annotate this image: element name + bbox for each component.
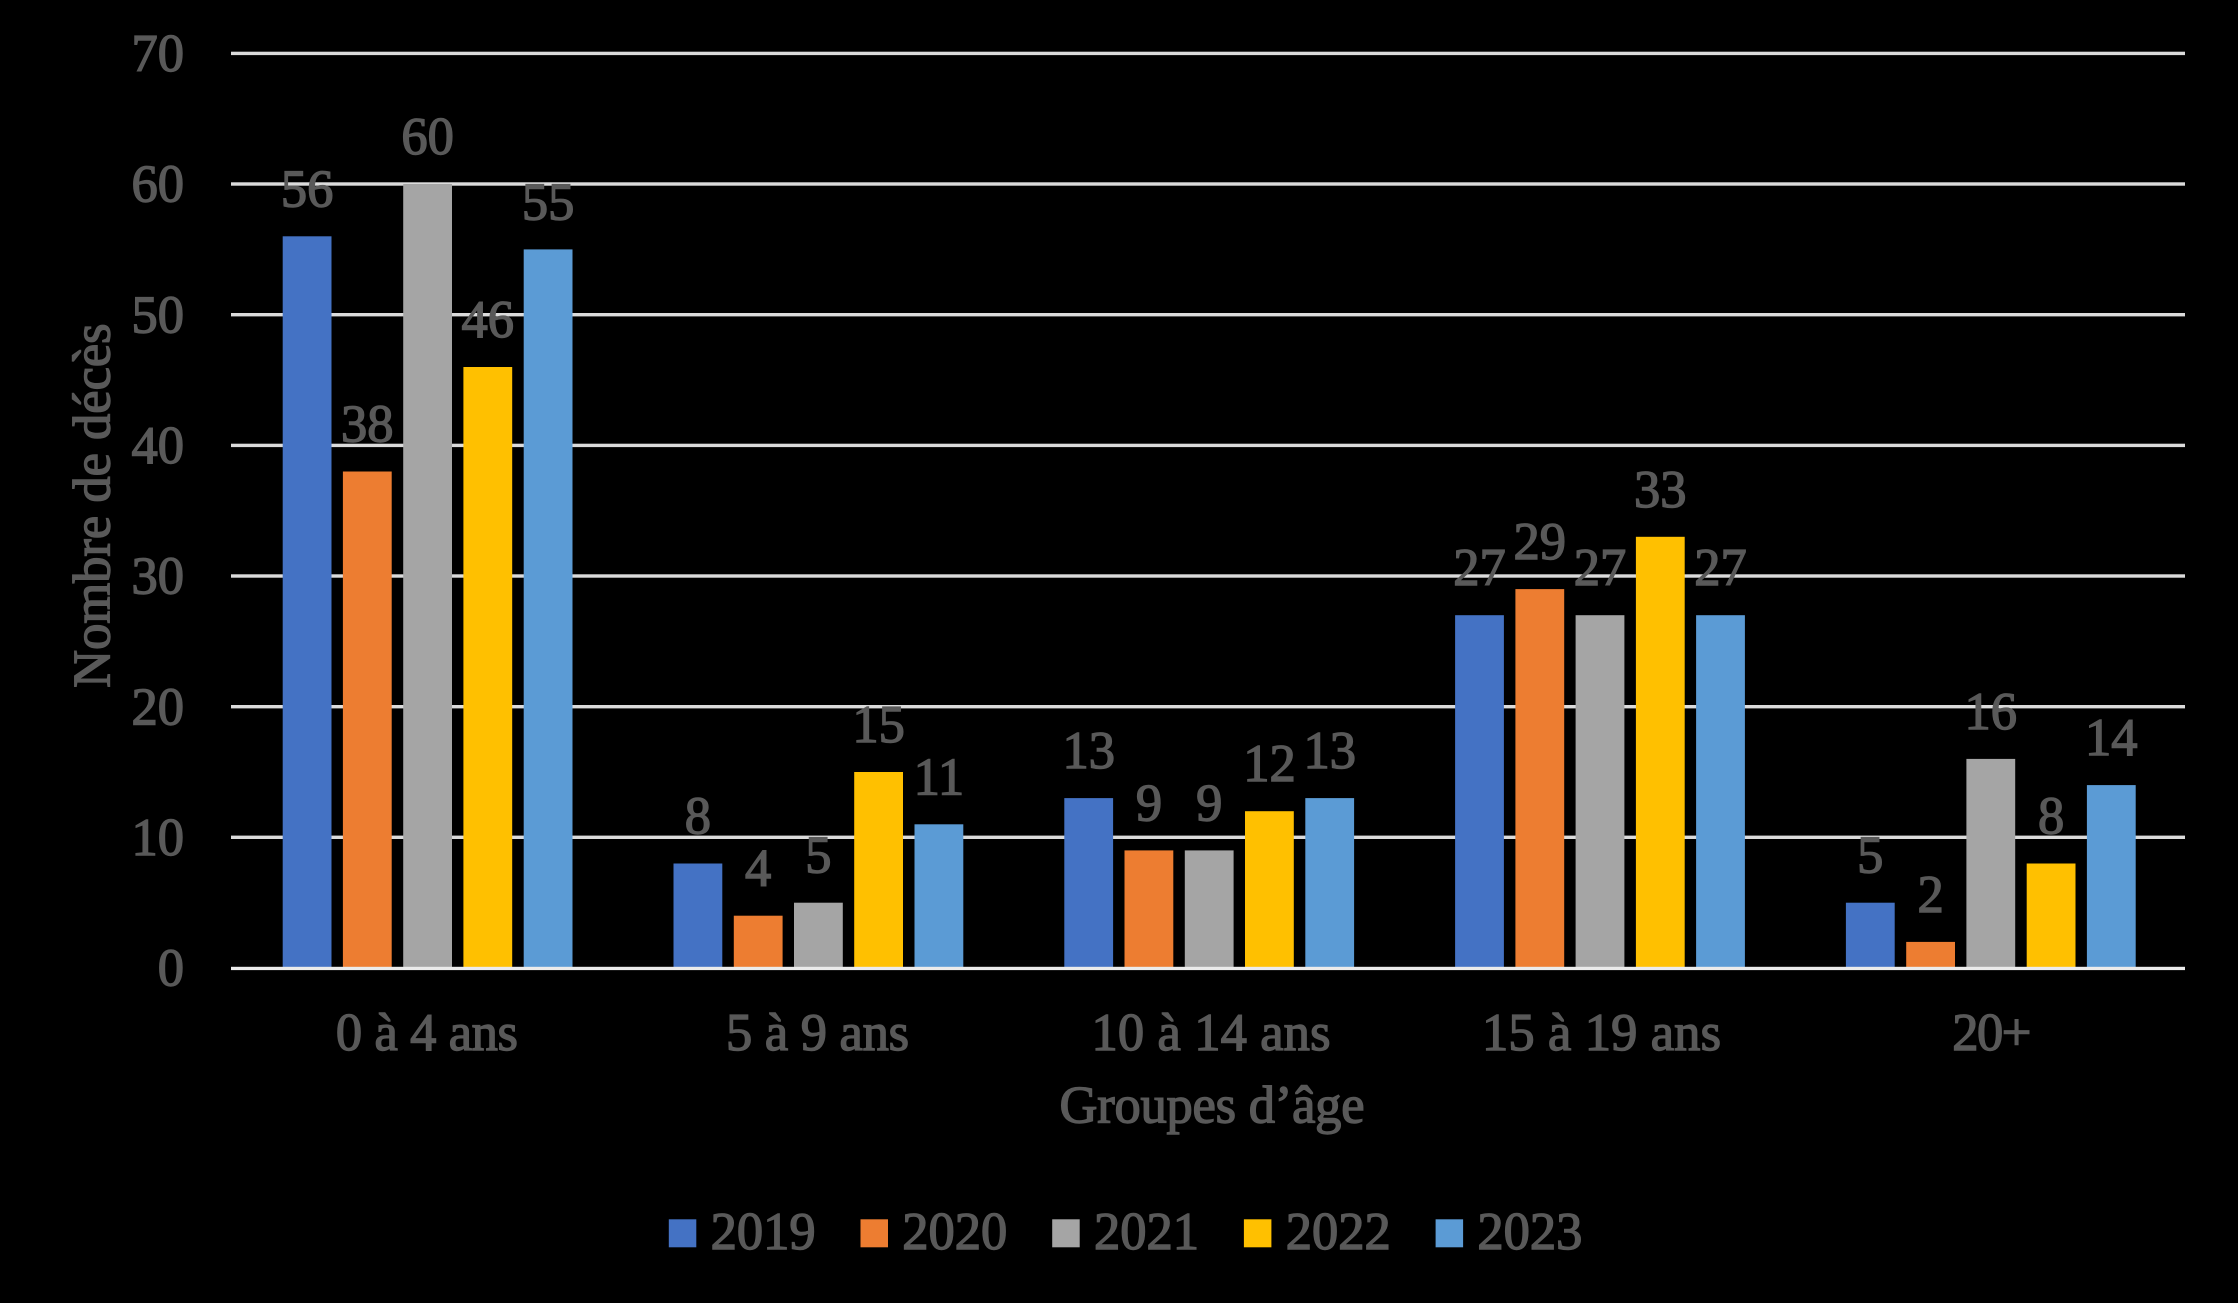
svg-text:46: 46 (462, 291, 515, 349)
svg-text:12: 12 (1243, 735, 1296, 793)
svg-text:8: 8 (685, 788, 711, 846)
svg-text:27: 27 (1453, 539, 1506, 597)
svg-text:38: 38 (341, 396, 394, 454)
svg-text:60: 60 (132, 156, 185, 214)
svg-text:2022: 2022 (1286, 1203, 1391, 1261)
svg-text:0: 0 (158, 940, 184, 998)
svg-text:27: 27 (1694, 539, 1747, 597)
svg-text:Groupes d’âge: Groupes d’âge (1060, 1077, 1365, 1135)
svg-text:11: 11 (914, 748, 965, 806)
svg-text:33: 33 (1634, 461, 1687, 519)
svg-text:56: 56 (281, 160, 334, 218)
svg-text:55: 55 (522, 173, 575, 231)
svg-text:2019: 2019 (711, 1203, 816, 1261)
svg-text:60: 60 (401, 108, 454, 166)
svg-text:4: 4 (745, 840, 771, 898)
svg-text:8: 8 (2038, 788, 2064, 846)
svg-text:50: 50 (132, 286, 185, 344)
svg-text:5: 5 (805, 827, 831, 885)
svg-text:Nombre de décès: Nombre de décès (64, 323, 122, 687)
svg-text:29: 29 (1514, 513, 1567, 571)
svg-text:0 à 4 ans: 0 à 4 ans (336, 1004, 518, 1062)
svg-text:9: 9 (1196, 774, 1222, 832)
svg-text:70: 70 (132, 25, 185, 83)
svg-text:2023: 2023 (1477, 1203, 1582, 1261)
svg-text:13: 13 (1303, 722, 1356, 780)
svg-text:14: 14 (2085, 709, 2138, 767)
svg-text:5: 5 (1857, 827, 1883, 885)
svg-text:13: 13 (1062, 722, 1115, 780)
svg-text:2020: 2020 (902, 1203, 1007, 1261)
svg-text:30: 30 (132, 548, 185, 606)
svg-text:2021: 2021 (1094, 1203, 1199, 1261)
svg-text:15 à 19 ans: 15 à 19 ans (1482, 1004, 1721, 1062)
svg-text:20: 20 (132, 678, 185, 736)
svg-text:5 à 9 ans: 5 à 9 ans (726, 1004, 909, 1062)
svg-text:20+: 20+ (1952, 1004, 2031, 1062)
svg-text:10 à 14 ans: 10 à 14 ans (1092, 1004, 1331, 1062)
svg-text:27: 27 (1574, 539, 1627, 597)
svg-text:40: 40 (132, 417, 185, 475)
svg-text:15: 15 (852, 696, 905, 754)
svg-text:16: 16 (1965, 683, 2018, 741)
svg-text:10: 10 (132, 809, 185, 867)
svg-text:2: 2 (1917, 866, 1943, 924)
svg-text:9: 9 (1136, 774, 1162, 832)
